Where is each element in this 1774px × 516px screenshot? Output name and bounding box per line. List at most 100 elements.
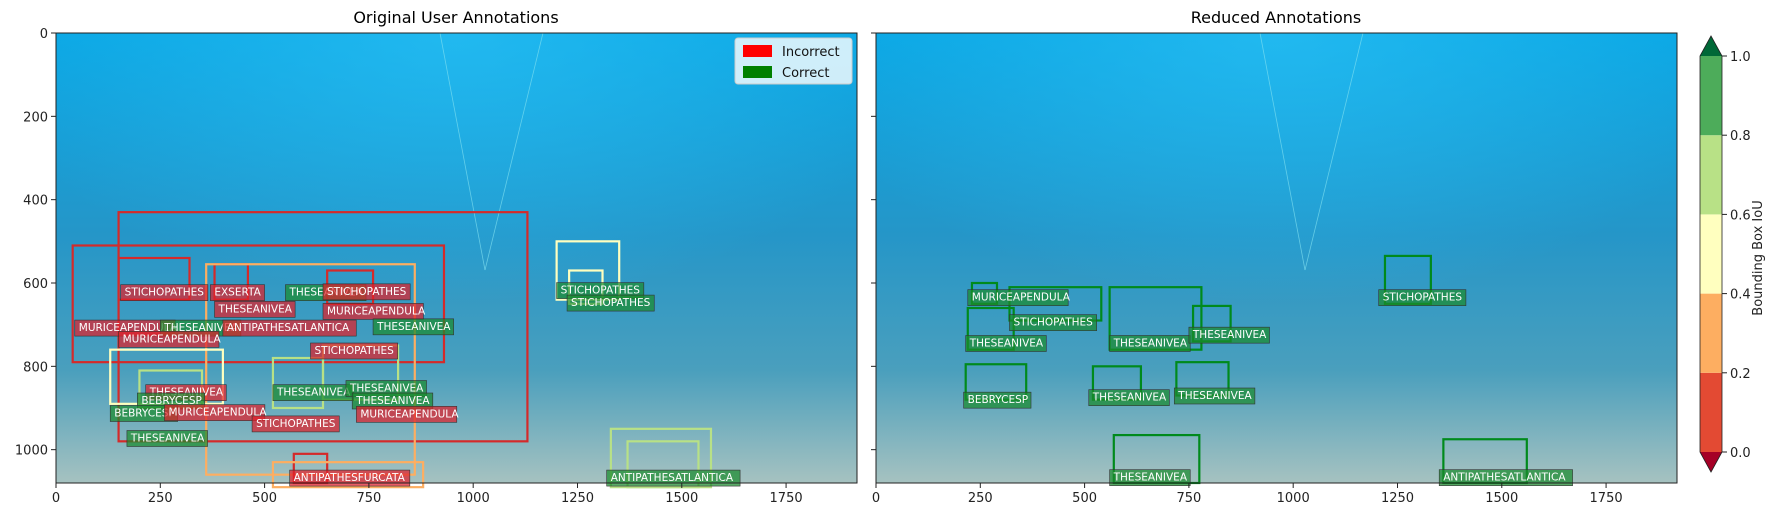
annotation-label: STICHOPATHES [120, 284, 209, 301]
annotation-label-text: ANTIPATHESATLANTICA [1443, 472, 1566, 484]
x-tick-label: 1250 [1381, 491, 1414, 506]
colorbar-tick-label: 0.6 [1730, 208, 1751, 223]
x-tick-label: 500 [1072, 491, 1097, 506]
y-tick-label: 0 [40, 27, 48, 42]
bounding-box [71, 244, 446, 364]
annotation-label-text: EXSERTA [214, 287, 261, 299]
annotation-label-background [251, 415, 340, 433]
legend-swatch-correct [743, 66, 772, 78]
left-y-ticks: 0 200 400 600 800 1000 [15, 27, 56, 459]
annotation-label-background [372, 318, 454, 336]
colorbar-under-arrow [1700, 452, 1722, 472]
annotation-label-background [1109, 469, 1191, 486]
x-tick-label: 1500 [665, 491, 698, 506]
y-tick-label: 600 [23, 277, 48, 292]
left-laser-line [484, 32, 544, 271]
x-tick-label: 0 [872, 491, 880, 506]
annotation-label-text: THESEANIVEA [349, 383, 424, 395]
x-tick-label: 250 [148, 491, 173, 506]
annotation-label-background [356, 406, 458, 423]
x-tick-label: 1750 [1590, 491, 1623, 506]
annotation-label-background [1109, 335, 1191, 352]
annotation-label-text: BEBRYCESP [968, 394, 1028, 406]
annotation-label: STICHOPATHES [566, 294, 655, 312]
annotation-label: MURICEAPENDULA [356, 406, 459, 423]
x-tick-label: 250 [968, 491, 993, 506]
annotation-label-text: MURICEAPENDULA [168, 407, 267, 419]
annotation-label-text: ANTIPATHESFURCATA [294, 472, 406, 484]
y-tick-label: 200 [23, 110, 48, 125]
annotation-label-background [1009, 314, 1097, 331]
annotation-label: STICHOPATHES [251, 415, 340, 433]
annotation-label-text: MURICEAPENDULA [972, 292, 1071, 304]
annotation-label: THESEANIVEA [351, 392, 434, 410]
x-tick-label: 1000 [1277, 491, 1310, 506]
iou-colorbar: 0.0 0.2 0.4 0.6 0.8 1.0 Bounding Box IoU [1699, 35, 1766, 473]
y-tick-label: 400 [23, 194, 48, 209]
annotation-label-background [322, 283, 411, 301]
annotation-label-background [118, 331, 220, 348]
annotation-label-background [963, 391, 1032, 409]
annotation-label-text: ANTIPATHESATLANTICA [227, 322, 350, 334]
left-panel-title: Original User Annotations [353, 8, 558, 27]
annotation-label-background [214, 301, 296, 318]
left-axes-frame [55, 32, 858, 484]
right-y-ticks [871, 32, 876, 451]
colorbar-label: Bounding Box IoU [1751, 200, 1766, 315]
annotation-label-text: MURICEAPENDULA [123, 333, 222, 345]
annotation-label-background [1438, 469, 1573, 486]
colorbar-tick-label: 0.0 [1730, 446, 1751, 461]
colorbar-bin [1700, 293, 1722, 373]
x-tick-label: 1250 [561, 491, 594, 506]
annotation-label-background [126, 430, 208, 447]
annotation-label-text: STICHOPATHES [314, 345, 394, 357]
reduced-annotations-panel: Reduced Annotations MURICEAPENDULA STICHO… [871, 8, 1678, 506]
annotation-label-background [222, 319, 357, 337]
colorbar-tick-label: 0.2 [1730, 367, 1751, 382]
annotation-label-text: STICHOPATHES [1383, 292, 1463, 304]
x-tick-label: 1500 [1485, 491, 1518, 506]
annotation-label-text: THESEANIVEA [1113, 338, 1188, 350]
annotation-label-background [566, 294, 655, 312]
colorbar-tick-label: 0.8 [1730, 129, 1751, 144]
x-tick-label: 750 [356, 491, 381, 506]
right-axes-frame [875, 32, 1678, 484]
annotation-label: MURICEAPENDULA [967, 289, 1071, 306]
x-tick-label: 500 [252, 491, 277, 506]
annotation-label-text: STICHOPATHES [125, 287, 205, 299]
annotation-label-text: THESEANIVEA [376, 321, 451, 333]
annotation-label: STICHOPATHES [556, 282, 645, 299]
annotation-label: STICHOPATHES [322, 283, 411, 301]
annotation-label: THESEANIVEA [965, 335, 1047, 352]
annotation-label-text: STICHOPATHES [327, 286, 407, 298]
y-tick-label: 800 [23, 360, 48, 375]
annotation-label-text: MURICEAPENDULA [360, 408, 459, 420]
annotation-label: EXSERTA [210, 284, 265, 301]
annotation-label-text: BEBRYCESP [114, 408, 174, 420]
bounding-box [626, 440, 700, 489]
colorbar-tick-label: 1.0 [1730, 50, 1751, 65]
y-tick-label: 1000 [15, 444, 48, 459]
annotation-label: MURICEAPENDULA [322, 303, 426, 320]
annotation-label-background [1173, 387, 1256, 405]
annotation-label: STICHOPATHES [310, 342, 398, 360]
annotation-label: THESEANIVEA [272, 384, 354, 401]
annotation-label-text: THESEANIVEA [1192, 329, 1267, 341]
annotation-label: THESEANIVEA [1173, 387, 1256, 405]
left-annotation-labels: STICHOPATHES EXSERTA THESEANIVEA STICHOPATH… [74, 282, 741, 487]
annotation-label: THESEANIVEA [1088, 389, 1170, 406]
colorbar-bins [1699, 35, 1723, 473]
x-tick-label: 750 [1176, 491, 1201, 506]
left-laser-line [439, 32, 486, 271]
colorbar-over-arrow [1700, 36, 1722, 56]
annotation-label-text: STICHOPATHES [571, 297, 651, 309]
annotation-label: MURICEAPENDULA [118, 331, 222, 348]
x-tick-label: 0 [52, 491, 60, 506]
annotation-label-text: THESEANIVEA [276, 387, 351, 399]
annotation-label-background [1088, 389, 1170, 406]
annotation-label: BEBRYCESP [109, 405, 178, 422]
annotation-label-text: THESEANIVEA [355, 395, 430, 407]
annotation-label: THESEANIVEA [126, 430, 208, 447]
x-tick-label: 1750 [770, 491, 803, 506]
